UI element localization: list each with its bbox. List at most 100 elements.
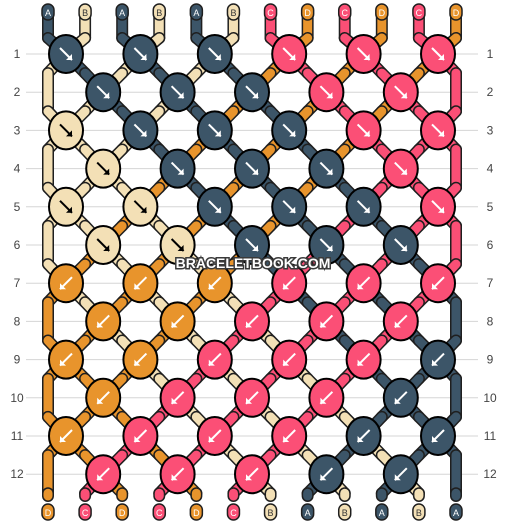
knot [159,148,196,189]
arrowhead-icon [363,206,370,213]
arrowhead-icon [394,474,401,481]
knot [159,72,196,113]
string-end [449,503,463,521]
arrowhead-icon [97,397,104,404]
arrowhead-icon [60,359,66,366]
knot [85,377,122,418]
string-letter: C [230,508,237,518]
string-letter: D [304,8,311,18]
knot [48,110,84,151]
knot [345,339,382,380]
string-end [375,503,389,521]
knot [196,263,233,304]
knot [159,454,196,495]
knot [122,34,159,74]
row-label-right: 5 [487,200,494,214]
row-label-right: 1 [487,47,494,61]
knot [271,263,308,304]
arrowhead-icon [357,359,364,366]
string-end [263,503,278,521]
arrowhead-icon [134,283,141,290]
knot [85,148,122,189]
knot [345,416,382,456]
string-label-bottom: D [115,503,129,521]
knot [48,416,84,456]
row-label-left: 10 [10,391,24,405]
string-label-bottom: B [337,503,352,521]
knot [420,186,456,227]
knot [234,225,270,265]
knot [345,263,382,304]
arrowhead-icon [283,283,290,290]
knot [382,454,419,495]
row-label-left: 11 [11,429,24,443]
string-label-bottom: C [78,503,92,521]
knot-grid [48,34,456,495]
knot [271,339,308,380]
string-letter: C [416,8,423,18]
arrowhead-icon [134,436,141,442]
arrowhead-icon [432,436,438,442]
string-label-top: A [115,3,129,21]
arrowhead-icon [320,321,327,328]
row-label-left: 1 [14,47,21,61]
arrowhead-icon [208,359,215,366]
arrowhead-icon [140,206,147,213]
knot [420,34,456,74]
row-label-right: 6 [487,238,494,252]
knot [382,301,419,342]
knot [308,454,345,495]
knot [234,72,270,113]
knot [308,301,345,342]
arrowhead-icon [320,397,327,404]
knot [48,186,84,227]
string-letter: B [416,508,422,518]
row-label-right: 11 [484,429,497,443]
string-label-top: C [412,3,426,21]
arrowhead-icon [60,283,66,290]
arrowhead-icon [400,245,407,251]
string-label-top: A [41,3,55,21]
arrowhead-icon [214,54,221,60]
string-end [300,503,315,521]
string-label-top: C [337,3,352,21]
arrowhead-icon [103,168,110,175]
string-letter: A [119,8,125,18]
string-letter: A [379,508,385,518]
string-end [78,503,92,521]
arrowhead-icon [394,397,401,404]
knot [345,34,382,74]
string-label-bottom: B [263,503,278,521]
knot [122,186,159,227]
arrowhead-icon [326,168,333,175]
knot [420,110,456,151]
string-end [375,3,389,21]
string-end [449,3,463,21]
string-letter: D [379,8,386,18]
knot [234,377,270,418]
knot [196,110,233,151]
arrowhead-icon [66,206,72,213]
row-label-right: 7 [487,276,494,290]
arrowhead-icon [134,359,141,366]
knot [308,225,345,265]
string-label-top: B [226,3,241,21]
row-label-left: 12 [10,467,24,481]
arrowhead-icon [97,474,104,481]
arrowhead-icon [214,130,221,137]
arrowhead-icon [171,321,178,328]
arrowhead-icon [400,92,407,99]
string-label-top: C [263,3,278,21]
row-label-left: 4 [14,162,21,176]
knot [382,148,419,189]
string-end [78,3,92,21]
arrowhead-icon [289,54,296,60]
string-end [152,3,167,21]
knot [196,416,233,456]
arrowhead-icon [214,206,221,213]
string-end [115,503,129,521]
string-label-bottom: A [375,503,389,521]
arrowhead-icon [208,436,215,442]
string-letter: D [119,508,126,518]
